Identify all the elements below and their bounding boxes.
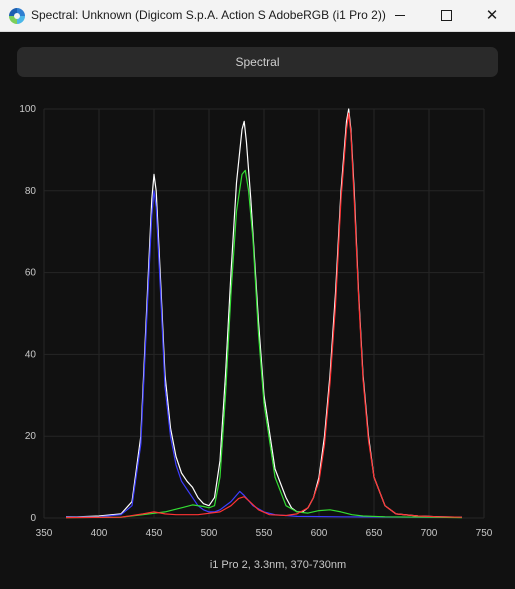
minimize-button[interactable]	[377, 0, 423, 31]
close-icon: ✕	[485, 7, 499, 24]
x-tick-label: 550	[256, 528, 273, 539]
y-tick-label: 20	[25, 431, 37, 442]
app-logo-icon	[9, 8, 25, 24]
red-series-line	[65, 112, 463, 519]
window-title: Spectral: Unknown (Digicom S.p.A. Action…	[31, 8, 386, 22]
minimize-icon	[395, 15, 405, 16]
x-tick-label: 700	[421, 528, 438, 539]
close-button[interactable]: ✕	[469, 0, 515, 31]
maximize-button[interactable]	[423, 0, 469, 31]
x-tick-label: 650	[366, 528, 383, 539]
y-tick-label: 60	[25, 268, 37, 279]
y-tick-label: 40	[25, 349, 37, 360]
spectral-chart: 350 400 450 500 550 600 650 700 750 0 20 40 60 80 100 i…	[19, 104, 493, 571]
x-tick-label: 600	[311, 528, 328, 539]
y-tick-label: 80	[25, 186, 37, 197]
title-bar: Spectral: Unknown (Digicom S.p.A. Action…	[0, 0, 515, 32]
green-series-line	[65, 169, 463, 519]
x-tick-label: 750	[476, 528, 493, 539]
x-tick-label: 400	[91, 528, 108, 539]
chart-caption: i1 Pro 2, 3.3nm, 370-730nm	[210, 559, 346, 571]
y-tick-label: 0	[30, 513, 36, 524]
tab-spectral-label: Spectral	[235, 55, 280, 69]
x-tick-label: 450	[146, 528, 163, 539]
maximize-icon	[440, 10, 452, 21]
x-tick-label: 350	[36, 528, 53, 539]
tab-spectral[interactable]: Spectral	[17, 47, 498, 77]
y-tick-label: 100	[19, 104, 36, 115]
x-tick-label: 500	[201, 528, 218, 539]
